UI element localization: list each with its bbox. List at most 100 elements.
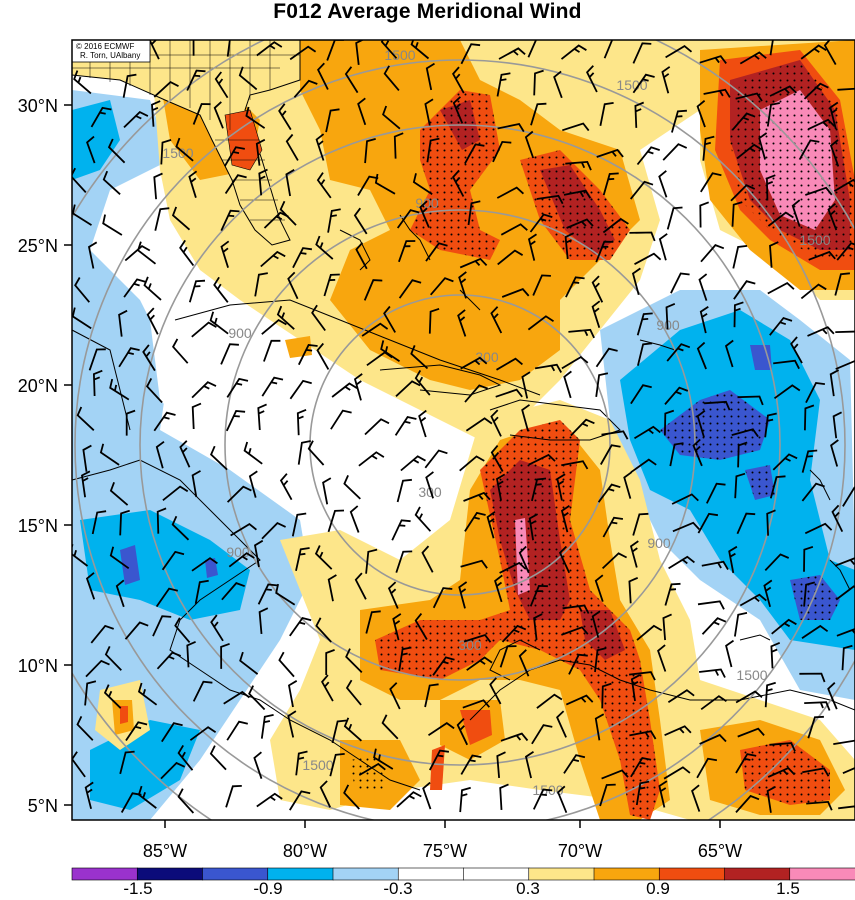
wind-barb — [599, 102, 614, 126]
wind-barb — [414, 613, 428, 640]
wind-barb — [671, 493, 699, 505]
wind-barb — [499, 645, 517, 668]
wind-barb — [728, 545, 738, 574]
wind-barb — [459, 455, 485, 472]
wind-barb — [841, 644, 853, 671]
wind-barb — [601, 769, 629, 780]
wind-barb — [365, 548, 378, 574]
wind-barb — [739, 593, 767, 607]
wind-barb — [220, 209, 240, 231]
wind-barb — [90, 106, 112, 128]
wind-barb — [498, 47, 526, 60]
wind-barb — [327, 509, 345, 533]
wind-barb — [428, 722, 455, 736]
wind-barb — [410, 40, 430, 60]
wind-barb — [322, 477, 332, 505]
wind-barb — [142, 344, 156, 372]
wind-barb — [805, 382, 826, 404]
wind-barb — [767, 211, 794, 227]
wind-barb — [518, 545, 530, 574]
wind-barb — [501, 288, 530, 298]
wind-barb — [764, 412, 777, 438]
wind-barb — [343, 717, 362, 742]
wind-barb — [764, 681, 776, 708]
wind-barb — [258, 168, 268, 196]
wind-barb — [696, 757, 718, 779]
wind-barb — [91, 510, 107, 535]
wind-barb — [662, 613, 672, 641]
wind-barb — [536, 693, 563, 709]
wind-barb — [565, 160, 592, 171]
wind-barb — [501, 624, 527, 643]
wind-barb — [735, 753, 757, 774]
wind-barb — [565, 694, 594, 706]
range-ring-label-1500: 1500 — [162, 145, 193, 161]
wind-barb — [84, 781, 94, 810]
wind-barb — [174, 617, 191, 643]
wind-barb — [354, 572, 367, 600]
wind-barb — [700, 244, 725, 263]
wind-barb — [563, 189, 592, 199]
wind-barb — [521, 404, 531, 432]
wind-barb — [400, 455, 426, 472]
wind-barb — [595, 240, 614, 263]
wind-barb — [256, 792, 283, 808]
wind-barb — [556, 710, 567, 738]
wind-barb — [224, 174, 247, 195]
wind-barb — [595, 347, 618, 368]
wind-barb — [179, 440, 191, 468]
wind-barb — [263, 339, 281, 362]
wind-barb — [724, 339, 734, 368]
wind-barb — [153, 411, 176, 432]
wind-barb — [464, 511, 486, 532]
wind-barb — [632, 73, 655, 94]
wind-barb — [220, 343, 239, 365]
wind-barb — [499, 783, 509, 810]
wind-barb — [295, 547, 310, 571]
wind-barb — [670, 272, 690, 294]
wind-barb — [671, 109, 687, 133]
wind-barb — [836, 242, 855, 261]
wind-barb — [72, 167, 87, 194]
wind-barb — [629, 180, 654, 200]
wind-barb — [739, 51, 767, 65]
wind-barb — [832, 411, 843, 439]
wind-barb — [213, 101, 224, 129]
wind-barb — [553, 70, 563, 99]
wind-barb — [307, 440, 325, 466]
wind-barb — [631, 267, 641, 296]
wind-barb — [769, 316, 793, 336]
wind-barb — [496, 72, 511, 97]
wind-barb — [800, 44, 827, 60]
wind-barb — [123, 111, 149, 129]
wind-barb — [226, 485, 252, 503]
wind-barb — [494, 574, 503, 603]
wind-barb — [736, 143, 763, 160]
wind-barb — [343, 784, 360, 810]
wind-barb — [556, 473, 566, 501]
wind-barb — [392, 613, 402, 641]
wind-barb — [764, 553, 790, 572]
wind-barb — [311, 304, 326, 332]
wind-barb — [76, 716, 94, 741]
wind-barb — [497, 122, 525, 133]
wind-barb — [192, 40, 195, 56]
wind-barb — [74, 277, 90, 303]
shaded-fields — [72, 40, 855, 820]
wind-barb — [700, 695, 727, 711]
wind-barb — [527, 40, 538, 58]
wind-barb — [84, 680, 97, 706]
wind-barb — [325, 108, 340, 133]
wind-barb — [380, 340, 400, 363]
wind-barb — [661, 66, 671, 94]
wind-barb — [804, 404, 815, 431]
wind-barb — [221, 582, 246, 601]
wind-barb — [175, 137, 194, 162]
wind-barb — [563, 370, 572, 399]
wind-barb — [109, 546, 130, 570]
wind-barb — [805, 186, 833, 196]
range-ring-1200 — [74, 59, 846, 820]
wind-barb — [492, 140, 512, 163]
colorbar-swatch — [789, 867, 855, 881]
